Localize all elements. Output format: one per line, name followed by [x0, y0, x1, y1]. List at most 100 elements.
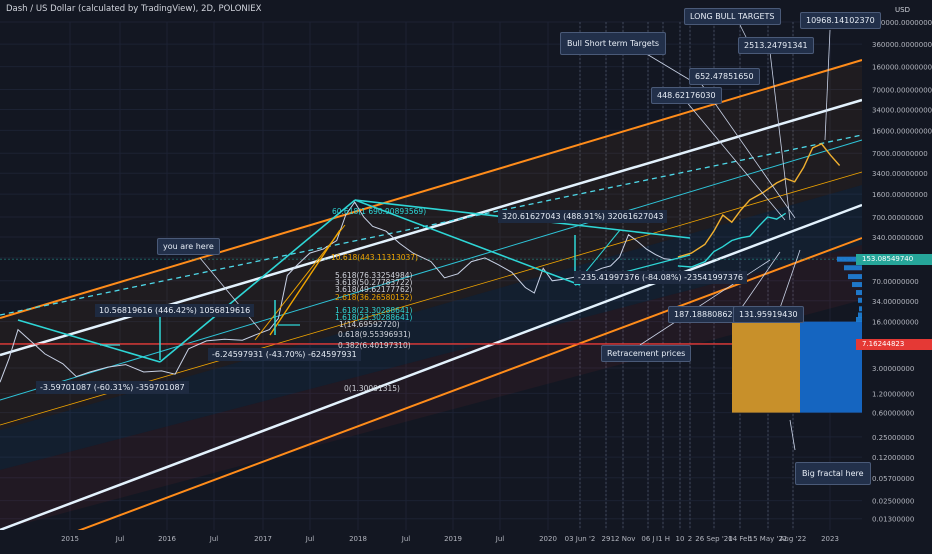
fractal-box-blue: [800, 321, 862, 413]
fractal-box-gold: [732, 321, 800, 413]
fib-level-label: 10.618(443.11313037): [331, 253, 418, 262]
gold-drawing: [269, 229, 341, 336]
measurement-label: -3.59701087 (-60.31%) -359701087: [36, 381, 189, 394]
gold-drawing: [254, 224, 346, 341]
volume-profile-bar: [844, 265, 862, 271]
y-tick-label: 0.60000000: [872, 410, 914, 418]
x-tick-label: 2019: [444, 535, 462, 543]
y-tick-label: 160000.00000000: [872, 64, 932, 72]
x-tick-label: 2: [688, 535, 692, 543]
volume-profile-bar: [859, 306, 862, 312]
fib-level-label: 0.382(6.40197310): [338, 341, 411, 350]
volume-profile-bar: [848, 274, 862, 280]
callout-pointer: [824, 29, 831, 141]
volume-profile-bar: [852, 282, 862, 288]
callout-pointer: [789, 419, 796, 451]
fib-level-label: 0(1.30001315): [344, 384, 400, 393]
x-axis[interactable]: 2015 Jul 2016 Jul 2017 Jul 2018 Jul 2019 Jul 2020 0…: [61, 535, 839, 543]
x-tick-label: 10: [676, 535, 685, 543]
y-tick-label: 70000.00000000: [872, 86, 932, 94]
y-tick-label: 0.12000000: [872, 454, 914, 462]
x-tick-label: 2018: [349, 535, 367, 543]
measurement-label: -235.41997376 (-84.08%) -23541997376: [574, 271, 748, 284]
currency-label: USD: [895, 6, 910, 14]
y-tick-label: 800000.00000000: [872, 19, 932, 27]
x-tick-label: 29: [602, 535, 611, 543]
measurement-label: 320.61627043 (488.91%) 32061627043: [498, 210, 668, 223]
y-tick-label: 1.20000000: [872, 390, 914, 398]
channel-lower-band: [0, 245, 862, 530]
callout-label: 187.18880862: [668, 306, 739, 323]
fib-level-label: 5.618(76.33254984): [335, 271, 413, 280]
x-tick-label: 04 Feb: [728, 535, 752, 543]
fib-level-label: 1.618(23.30288641): [335, 313, 413, 322]
series-line-1: [677, 212, 787, 268]
callout-pointer: [639, 49, 691, 81]
y-tick-label: 70.00000000: [872, 278, 919, 286]
callout-label: 2513.24791341: [738, 37, 814, 54]
callout-label: LONG BULL TARGETS: [684, 8, 781, 25]
y-tick-label: 16000.00000000: [872, 127, 932, 135]
fib-level-label: 1(14.69592720): [339, 320, 400, 329]
x-tick-label: 03 Jun '2: [565, 535, 596, 543]
y-tick-label: 360000.00000000: [872, 41, 932, 49]
x-tick-label: 2016: [158, 535, 176, 543]
callout-pointer: [699, 81, 796, 219]
callout-pointer: [769, 51, 791, 221]
measurement-label: 10.56819616 (446.42%) 1056819616: [95, 304, 255, 317]
x-tick-label: 2017: [254, 535, 272, 543]
callout-pointer: [684, 99, 786, 221]
callout-label: 448.62176030: [651, 87, 722, 104]
x-tick-label: 2023: [821, 535, 839, 543]
x-tick-label: Jul: [209, 535, 219, 543]
cyan-drawing: [354, 199, 581, 286]
volume-profile-bar: [858, 297, 862, 303]
volume-profile-bar: [856, 316, 862, 322]
callout-label: 10968.14102370: [800, 12, 881, 29]
chart-title: Dash / US Dollar (calculated by TradingV…: [6, 4, 262, 14]
y-tick-label: 16.00000000: [872, 319, 919, 327]
measurement-label: -6.24597931 (-43.70%) -624597931: [208, 348, 361, 361]
x-tick-label: 2015: [61, 535, 79, 543]
x-tick-label: Aug '22: [780, 535, 807, 543]
x-tick-label: 15 May '22: [749, 535, 788, 543]
volume-profile-bar: [837, 256, 862, 262]
channel-mid-band: [0, 185, 862, 470]
callout-pointer: [779, 249, 801, 309]
x-tick-label: 12 Nov: [611, 535, 636, 543]
axis-panel-bottom: [0, 530, 862, 550]
fib-level-label: 0.618(9.55396931): [338, 330, 411, 339]
callout-pointer: [199, 257, 261, 331]
fib-level-label: 60.618(1 690.90893569): [332, 207, 427, 216]
fib-level-label: 3.618(49.62177762): [335, 285, 413, 294]
y-tick-label: 0.05700000: [872, 475, 914, 483]
dashed-trendline: [0, 134, 863, 316]
y-tick-label: 34.00000000: [872, 298, 919, 306]
fib-level-label: 3.618(50.27783722): [335, 278, 413, 287]
x-tick-label: 06 J: [641, 535, 654, 543]
channel-lower-white: [0, 203, 863, 532]
callout-label: Big fractal here: [795, 462, 871, 485]
y-tick-label: 0.01300000: [872, 516, 914, 524]
y-tick-label: 0.02500000: [872, 498, 914, 506]
gridlines: [0, 21, 862, 530]
fib-level-label: 2.618(36.26580152): [335, 293, 413, 302]
y-tick-label: 34000.00000000: [872, 106, 932, 114]
y-tick-label: 3400.00000000: [872, 170, 928, 178]
x-tick-label: Jul: [401, 535, 411, 543]
series-line-2: [677, 143, 841, 258]
y-tick-label: 0.25000000: [872, 434, 914, 442]
callout-label: Bull Short term Targets: [560, 32, 667, 55]
x-tick-label: Jul: [495, 535, 505, 543]
price-tag: 153.08549740: [856, 254, 932, 266]
channel-bottom-orange: [13, 237, 863, 554]
fib-level-label: 1.618(23.30288641): [335, 306, 413, 315]
volume-profile-bar: [856, 290, 862, 296]
callout-label: 131.95919430: [733, 306, 804, 323]
cyan-drawing: [159, 199, 356, 363]
callout-label: 652.47851650: [689, 68, 760, 85]
callout-pointer: [639, 259, 771, 346]
price-tag: 7.16244823: [856, 338, 932, 350]
